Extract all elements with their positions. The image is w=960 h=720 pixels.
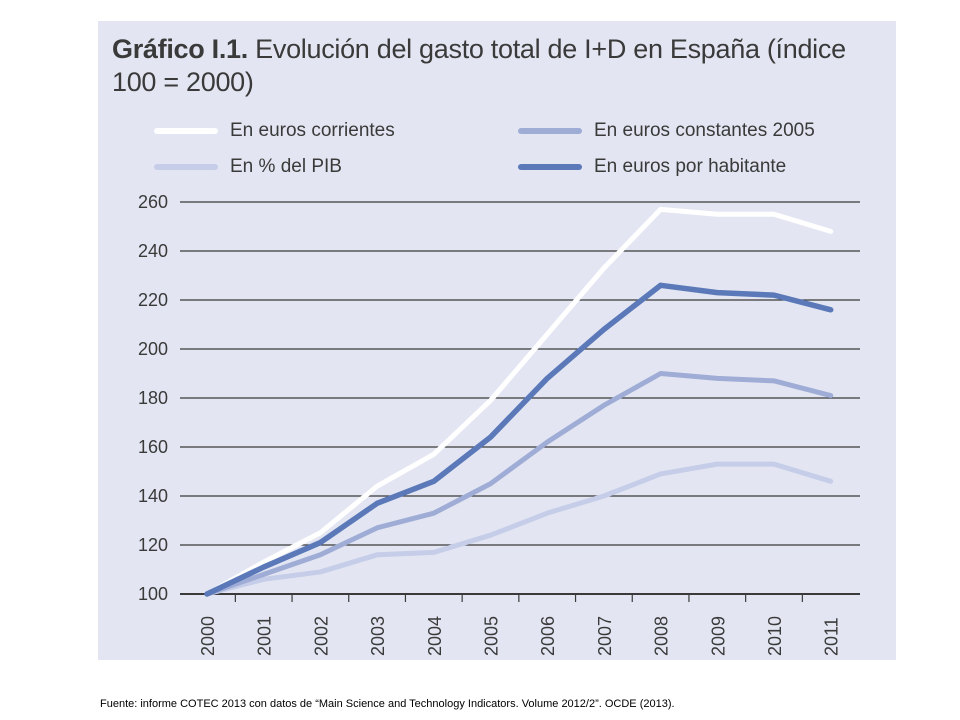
x-tick-label-2002: 2002 bbox=[311, 616, 331, 656]
x-tick-label-2010: 2010 bbox=[765, 616, 785, 656]
x-tick-label-2007: 2007 bbox=[595, 616, 615, 656]
line-chart: 100 120 140 160 180 200 220 240 260 2000 2001 2002 2… bbox=[138, 192, 860, 656]
legend-swatch-constantes bbox=[518, 128, 582, 134]
chart-title-text: Evolución del gasto total de I+D en Espa… bbox=[112, 34, 846, 97]
source-note: Fuente: informe COTEC 2013 con datos de … bbox=[100, 698, 675, 710]
y-tick-label-260: 260 bbox=[138, 192, 168, 212]
legend-swatch-corrientes bbox=[154, 128, 218, 134]
x-tick-label-2004: 2004 bbox=[425, 616, 445, 656]
chart-title: Gráfico I.1. Evolución del gasto total d… bbox=[112, 33, 892, 99]
y-tick-label-120: 120 bbox=[138, 535, 168, 555]
x-tick-label-2011: 2011 bbox=[822, 617, 842, 656]
y-tick-label-100: 100 bbox=[138, 584, 168, 604]
x-tick-label-2001: 2001 bbox=[255, 616, 275, 656]
y-tick-label-140: 140 bbox=[138, 486, 168, 506]
legend-label-habitante: En euros por habitante bbox=[594, 156, 787, 177]
x-tick-label-2003: 2003 bbox=[368, 616, 388, 656]
series-line-pib bbox=[204, 461, 834, 597]
series-line-constantes bbox=[204, 371, 834, 597]
series-line-corrientes bbox=[204, 206, 834, 597]
y-tick-label-160: 160 bbox=[138, 437, 168, 457]
legend-label-constantes: En euros constantes 2005 bbox=[594, 120, 815, 141]
legend-item-corrientes: En euros corrientes bbox=[154, 119, 395, 143]
x-tick-label-2000: 2000 bbox=[198, 616, 218, 656]
legend-item-pib: En % del PIB bbox=[154, 155, 342, 179]
x-tick-label-2005: 2005 bbox=[482, 616, 502, 656]
legend-item-habitante: En euros por habitante bbox=[518, 155, 786, 179]
y-tick-label-180: 180 bbox=[138, 388, 168, 408]
y-tick-label-200: 200 bbox=[138, 339, 168, 359]
legend-label-corrientes: En euros corrientes bbox=[230, 120, 395, 141]
legend-swatch-pib bbox=[154, 164, 218, 170]
y-tick-label-220: 220 bbox=[138, 290, 168, 310]
y-tick-label-240: 240 bbox=[138, 241, 168, 261]
chart-title-number: Gráfico I.1. bbox=[112, 34, 248, 64]
chart-panel: Gráfico I.1. Evolución del gasto total d… bbox=[98, 21, 896, 660]
legend-swatch-habitante bbox=[518, 164, 582, 170]
legend-item-constantes: En euros constantes 2005 bbox=[518, 119, 815, 143]
x-tick-label-2008: 2008 bbox=[652, 616, 672, 656]
x-tick-label-2006: 2006 bbox=[538, 616, 558, 656]
series-line-habitante bbox=[204, 282, 834, 597]
x-tick-label-2009: 2009 bbox=[708, 616, 728, 656]
legend-label-pib: En % del PIB bbox=[230, 156, 342, 177]
